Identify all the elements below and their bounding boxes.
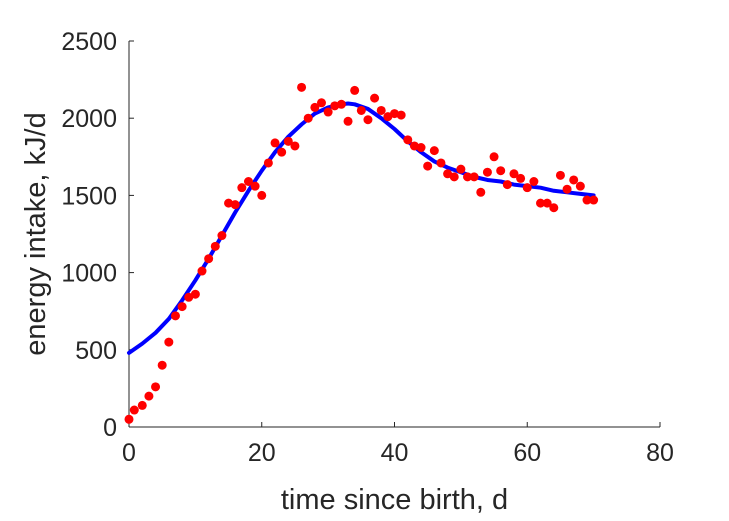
data-point	[336, 99, 346, 109]
data-point	[436, 158, 446, 168]
data-point	[582, 195, 592, 205]
data-point	[323, 107, 333, 117]
y-tick-label: 0	[103, 414, 117, 442]
axes	[128, 41, 660, 428]
data-point	[542, 198, 552, 208]
data-point	[197, 266, 207, 276]
data-point	[210, 241, 220, 251]
data-point	[290, 141, 300, 151]
data-point	[310, 102, 320, 112]
data-point	[555, 170, 565, 180]
x-tick-label: 0	[122, 439, 136, 467]
data-point	[303, 113, 313, 123]
data-point	[529, 177, 539, 187]
data-point	[243, 177, 253, 187]
data-point	[350, 85, 360, 95]
data-point	[482, 167, 492, 177]
data-point	[363, 115, 373, 125]
data-point	[164, 337, 174, 347]
data-point	[376, 105, 386, 115]
y-tick-label: 2000	[61, 105, 117, 133]
data-point	[144, 391, 154, 401]
y-tick-label: 1000	[61, 260, 117, 288]
data-point	[562, 184, 572, 194]
data-point	[423, 161, 433, 171]
data-point	[356, 105, 366, 115]
tick-group: 0 20 40 60 80 0 500 1000 1500 2000 2500	[61, 28, 674, 467]
data-point	[403, 135, 413, 145]
fit-curve-line	[127, 101, 596, 355]
data-point	[230, 200, 240, 210]
data-point	[177, 302, 187, 312]
data-point	[575, 181, 585, 191]
data-point	[549, 203, 559, 213]
data-point	[237, 183, 247, 193]
data-point	[396, 110, 406, 120]
data-point	[250, 181, 260, 191]
data-point	[370, 93, 380, 103]
x-tick-label: 20	[248, 439, 276, 467]
data-point	[277, 147, 287, 157]
data-point	[463, 172, 473, 182]
data-points-group	[124, 82, 599, 424]
x-tick-label: 80	[646, 439, 674, 467]
x-tick-label: 60	[513, 439, 541, 467]
y-tick-label: 1500	[61, 182, 117, 210]
data-point	[283, 136, 293, 146]
data-point	[589, 195, 599, 205]
data-point	[509, 169, 519, 179]
data-point	[316, 98, 326, 108]
data-point	[270, 138, 280, 148]
y-tick-label: 500	[75, 337, 117, 365]
data-point	[476, 187, 486, 197]
data-point	[496, 166, 506, 176]
data-point	[536, 198, 546, 208]
data-point	[449, 172, 459, 182]
y-axis-title: energy intake, kJ/d	[20, 112, 52, 355]
data-point	[469, 172, 479, 182]
data-point	[263, 158, 273, 168]
data-point	[137, 400, 147, 410]
data-point	[429, 146, 439, 156]
data-point	[343, 116, 353, 126]
data-point	[217, 231, 227, 241]
data-point	[489, 152, 499, 162]
data-point	[502, 180, 512, 190]
data-point	[257, 190, 267, 200]
data-point	[124, 414, 134, 424]
data-point	[204, 254, 214, 264]
data-point	[151, 382, 161, 392]
data-point	[522, 183, 532, 193]
fit-curve-group	[127, 101, 596, 355]
data-point	[297, 82, 307, 92]
data-point	[129, 405, 139, 415]
data-point	[569, 175, 579, 185]
data-point	[456, 164, 466, 174]
data-point	[157, 360, 167, 370]
data-point	[416, 143, 426, 153]
x-axis-title: time since birth, d	[281, 484, 508, 516]
data-point	[190, 289, 200, 299]
x-tick-label: 40	[381, 439, 409, 467]
data-point	[516, 173, 526, 183]
data-point	[170, 311, 180, 321]
y-tick-label: 2500	[61, 28, 117, 56]
